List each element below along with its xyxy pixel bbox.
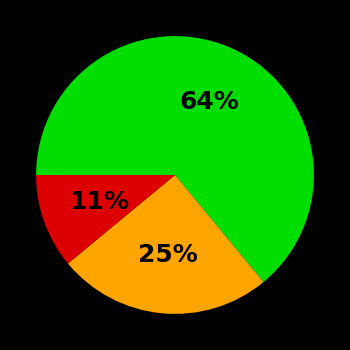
Text: 64%: 64% bbox=[180, 90, 239, 114]
Wedge shape bbox=[36, 36, 314, 282]
Text: 25%: 25% bbox=[138, 243, 197, 267]
Wedge shape bbox=[36, 175, 175, 264]
Text: 11%: 11% bbox=[69, 190, 129, 214]
Wedge shape bbox=[68, 175, 264, 314]
